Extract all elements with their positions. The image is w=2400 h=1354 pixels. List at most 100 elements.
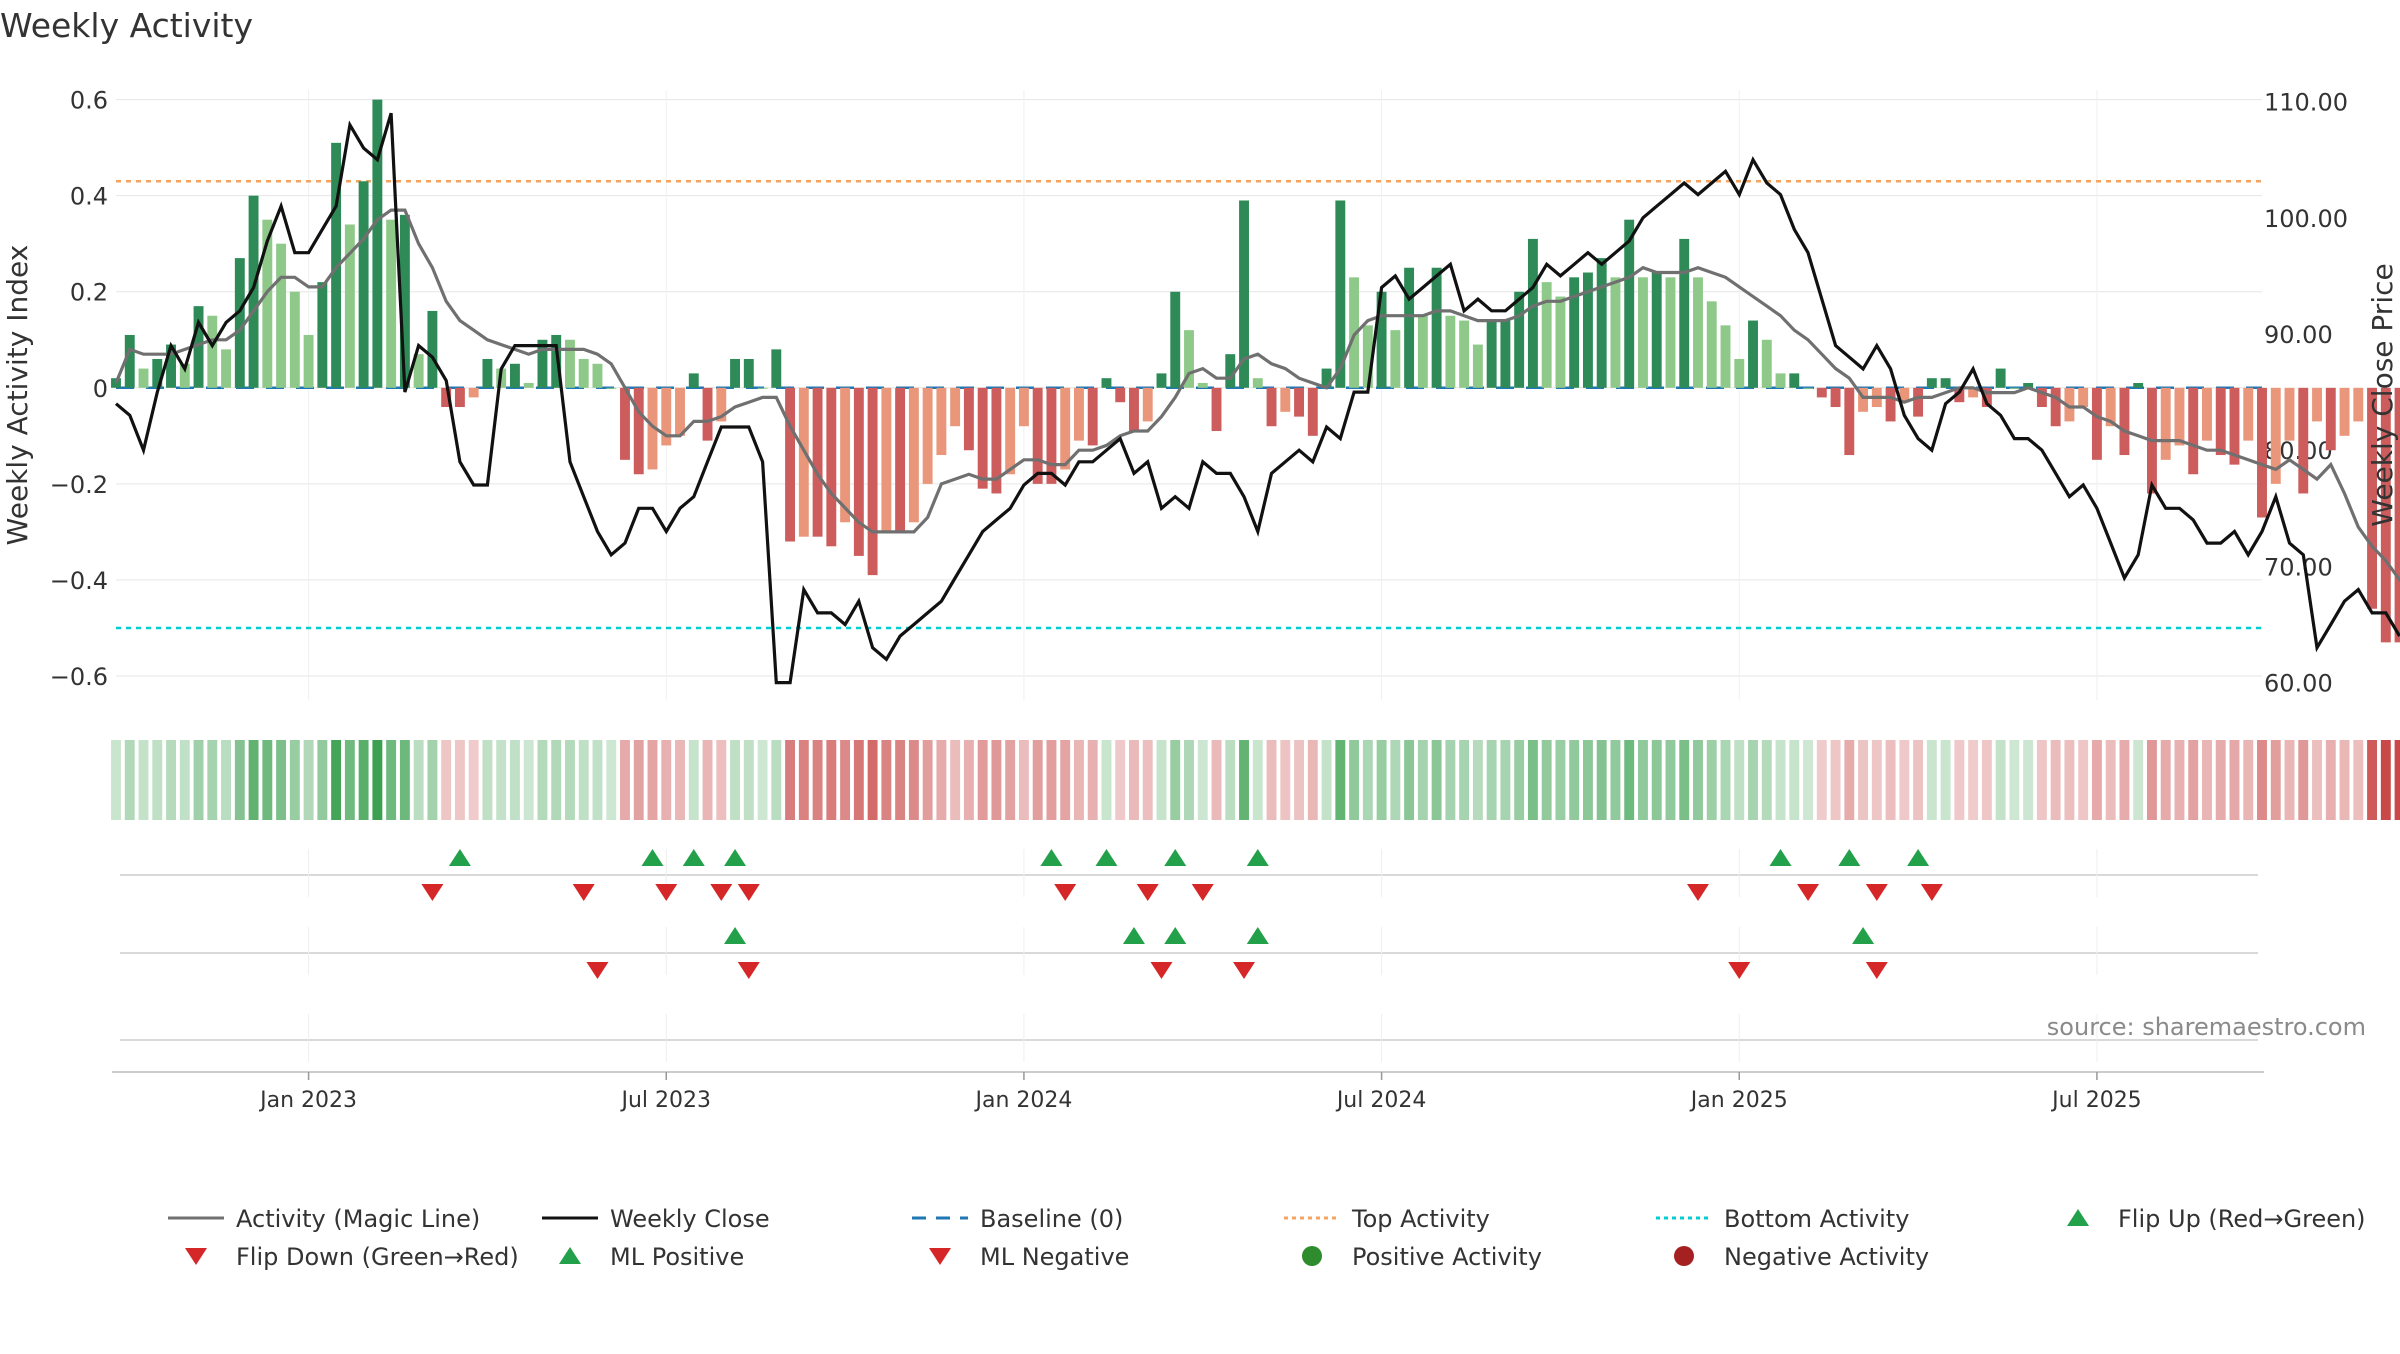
ml-down-marker (737, 962, 760, 979)
activity-bar (289, 291, 300, 388)
activity-bar (895, 387, 906, 532)
heat-cell (1349, 740, 1360, 820)
activity-bar (675, 387, 685, 436)
activity-bar (1445, 315, 1456, 388)
legend-swatch (929, 1248, 951, 1265)
legend-label: Top Activity (1351, 1205, 1490, 1233)
activity-bar (1596, 258, 1607, 388)
heat-cell (276, 740, 287, 820)
heat-cell (1858, 740, 1869, 820)
ml-up-marker (1246, 927, 1269, 944)
activity-bar (2091, 387, 2102, 460)
activity-bar (1087, 387, 1098, 446)
heat-cell (2119, 740, 2130, 820)
activity-bar (1527, 238, 1538, 388)
activity-bar (2050, 387, 2061, 427)
heat-cell (867, 740, 878, 820)
activity-bar (950, 387, 961, 427)
flip-up-marker (1246, 849, 1269, 866)
heat-cell (2188, 740, 2199, 820)
flip-down-marker (737, 884, 760, 901)
y2-axis-label: Weekly Close Price (2366, 263, 2399, 526)
activity-bar (1514, 291, 1525, 388)
flip-down-marker (710, 884, 733, 901)
heat-cell (1706, 740, 1717, 820)
activity-bar (2009, 387, 2020, 389)
heat-cell (565, 740, 575, 820)
legend-swatch (1674, 1246, 1694, 1266)
activity-bar (1417, 315, 1428, 388)
heat-cell (2270, 740, 2281, 820)
heat-cell (881, 740, 892, 820)
activity-bar (1954, 387, 1965, 403)
heat-cell (124, 740, 135, 820)
main-axes: 0.60.40.20−0.2−0.4−0.6110.00100.0090.008… (50, 87, 2348, 698)
heat-cell (358, 740, 369, 820)
heat-cell (1362, 740, 1373, 820)
activity-bar (1472, 344, 1483, 388)
heat-cell (1472, 740, 1483, 820)
heat-cell (221, 740, 232, 820)
activity-bar (179, 363, 190, 388)
heat-cell (578, 740, 589, 820)
heat-cell (1018, 740, 1029, 820)
heat-cell (1486, 740, 1497, 820)
activity-bar (399, 214, 410, 388)
heat-cell (372, 740, 383, 820)
ml-up-marker (1164, 927, 1187, 944)
activity-bar (2078, 387, 2089, 408)
heat-cell (1624, 740, 1635, 820)
activity-bar (1913, 387, 1924, 417)
activity-bar (441, 387, 452, 408)
legend-label: Bottom Activity (1724, 1205, 1909, 1233)
flip-down-marker (572, 884, 595, 901)
activity-bar (234, 258, 245, 388)
heat-cell (1404, 740, 1415, 820)
heat-cell (2202, 740, 2212, 820)
activity-bar (716, 387, 727, 422)
magic-line (114, 208, 2400, 583)
activity-bar (1101, 378, 1112, 388)
weekly-close-line (114, 112, 2400, 685)
heat-cell (1775, 740, 1786, 820)
heat-cell (798, 740, 809, 820)
activity-bar (633, 387, 644, 475)
activity-bar (221, 349, 232, 388)
activity-bar (1404, 267, 1415, 388)
activity-bar (1266, 387, 1277, 427)
activity-bar (730, 358, 740, 388)
activity-bar (1638, 277, 1648, 388)
activity-bar (1968, 387, 1979, 398)
heat-cell (193, 740, 204, 820)
activity-bar (1376, 291, 1387, 388)
legend-label: Flip Up (Red→Green) (2118, 1205, 2366, 1233)
heat-cell (1582, 740, 1593, 820)
ml-up-marker (1852, 927, 1875, 944)
activity-bar (386, 219, 397, 388)
y2-tick-label: 60.00 (2264, 670, 2333, 698)
heat-cell (1239, 740, 1249, 820)
heat-cell (2298, 740, 2309, 820)
activity-bar (1046, 387, 1057, 484)
activity-bar (1197, 382, 1208, 388)
activity-bar (2023, 382, 2034, 388)
activity-bar (1665, 277, 1676, 388)
x-tick-label: Jan 2024 (973, 1088, 1072, 1113)
heat-cell (1115, 740, 1126, 820)
activity-bar (1500, 320, 1511, 388)
heat-cell (2146, 740, 2157, 820)
activity-bar (1170, 291, 1181, 388)
heat-cell (2105, 740, 2116, 820)
heat-cell (1459, 740, 1470, 820)
activity-bar (702, 387, 713, 441)
heat-cell (344, 740, 355, 820)
heat-cell (2050, 740, 2061, 820)
activity-bar (1651, 272, 1662, 388)
activity-bar (1321, 368, 1332, 388)
heat-cell (2078, 740, 2089, 820)
heat-cell (1527, 740, 1538, 820)
heat-cell (2394, 740, 2400, 820)
activity-bar (2064, 387, 2075, 422)
heat-cell (633, 740, 644, 820)
activity-bar (688, 373, 699, 388)
